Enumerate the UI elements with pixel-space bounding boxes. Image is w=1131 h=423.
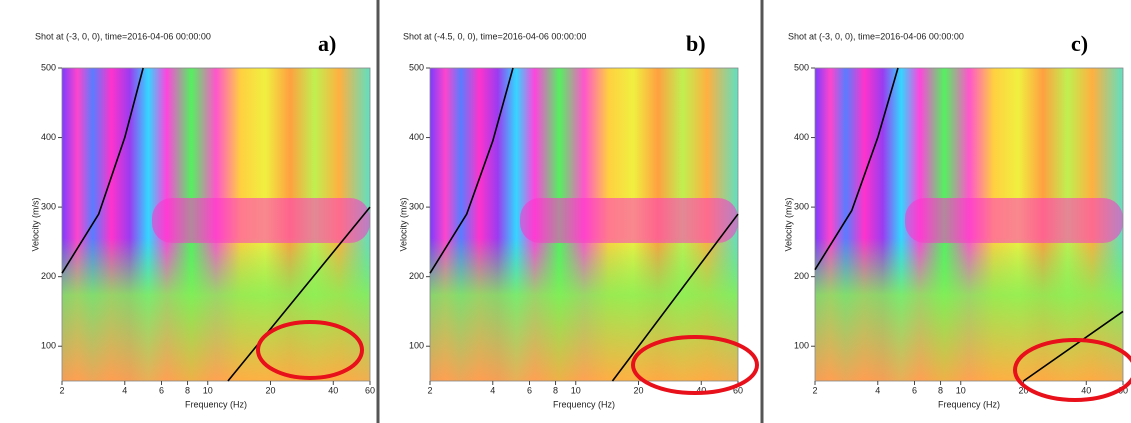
- y-tick-label: 200: [794, 271, 809, 281]
- y-tick-label: 300: [409, 201, 424, 211]
- plot-frame: [814, 67, 1124, 382]
- y-tick-label: 100: [409, 341, 424, 351]
- spectrum-low: [815, 238, 1123, 381]
- x-tick-label: 8: [938, 385, 943, 395]
- dispersion-line: [429, 67, 514, 274]
- panel-label: c): [1071, 31, 1088, 56]
- y-tick-label: 200: [409, 271, 424, 281]
- dispersion-line: [1023, 310, 1124, 382]
- x-tick-label: 40: [696, 385, 706, 395]
- spectrum-low: [62, 238, 370, 381]
- x-tick-label: 10: [203, 385, 213, 395]
- x-tick-label: 2: [59, 385, 64, 395]
- dispersion-line: [611, 213, 739, 382]
- y-tick-label: 200: [41, 271, 56, 281]
- x-axis-label: Frequency (Hz): [185, 399, 247, 409]
- x-tick-label: 60: [733, 385, 743, 395]
- dispersion-line: [814, 67, 899, 271]
- highlight-ellipse: [256, 320, 364, 380]
- panel-label: b): [686, 31, 706, 56]
- plot-frame: [429, 67, 739, 382]
- x-tick-label: 8: [185, 385, 190, 395]
- dispersion-line: [227, 206, 371, 382]
- x-tick-label: 40: [328, 385, 338, 395]
- spectrum-band: [520, 198, 738, 243]
- spectrum-low: [430, 238, 738, 381]
- y-axis-label: Velocity (m/s): [30, 197, 40, 251]
- x-tick-label: 6: [527, 385, 532, 395]
- x-tick-label: 60: [365, 385, 375, 395]
- x-tick-label: 6: [159, 385, 164, 395]
- x-axis-label: Frequency (Hz): [553, 399, 615, 409]
- spectrum-band: [152, 198, 370, 243]
- x-tick-label: 20: [1019, 385, 1029, 395]
- x-tick-label: 4: [875, 385, 880, 395]
- plot-frame: [61, 67, 371, 382]
- x-tick-label: 4: [490, 385, 495, 395]
- x-tick-label: 10: [956, 385, 966, 395]
- x-tick-label: 8: [553, 385, 558, 395]
- y-axis-label: Velocity (m/s): [398, 197, 408, 251]
- y-tick-label: 300: [41, 201, 56, 211]
- panel-label: a): [318, 31, 336, 56]
- x-axis-label: Frequency (Hz): [938, 399, 1000, 409]
- y-tick-label: 500: [41, 62, 56, 72]
- y-tick-label: 400: [41, 132, 56, 142]
- dispersion-line: [61, 67, 144, 274]
- spectrum-band: [905, 198, 1123, 243]
- y-tick-label: 500: [794, 62, 809, 72]
- chart-title: Shot at (-4.5, 0, 0), time=2016-04-06 00…: [403, 31, 586, 41]
- x-tick-label: 2: [427, 385, 432, 395]
- y-tick-label: 500: [409, 62, 424, 72]
- y-tick-label: 100: [794, 341, 809, 351]
- chart-title: Shot at (-3, 0, 0), time=2016-04-06 00:0…: [35, 31, 211, 41]
- y-tick-label: 400: [409, 132, 424, 142]
- x-tick-label: 20: [266, 385, 276, 395]
- x-tick-label: 2: [812, 385, 817, 395]
- x-tick-label: 20: [634, 385, 644, 395]
- y-tick-label: 400: [794, 132, 809, 142]
- highlight-ellipse: [631, 335, 759, 395]
- x-tick-label: 4: [122, 385, 127, 395]
- x-tick-label: 10: [571, 385, 581, 395]
- x-tick-label: 6: [912, 385, 917, 395]
- x-tick-label: 40: [1081, 385, 1091, 395]
- y-tick-label: 100: [41, 341, 56, 351]
- chart-title: Shot at (-3, 0, 0), time=2016-04-06 00:0…: [788, 31, 964, 41]
- y-tick-label: 300: [794, 201, 809, 211]
- y-axis-label: Velocity (m/s): [783, 197, 793, 251]
- highlight-ellipse: [1013, 338, 1131, 402]
